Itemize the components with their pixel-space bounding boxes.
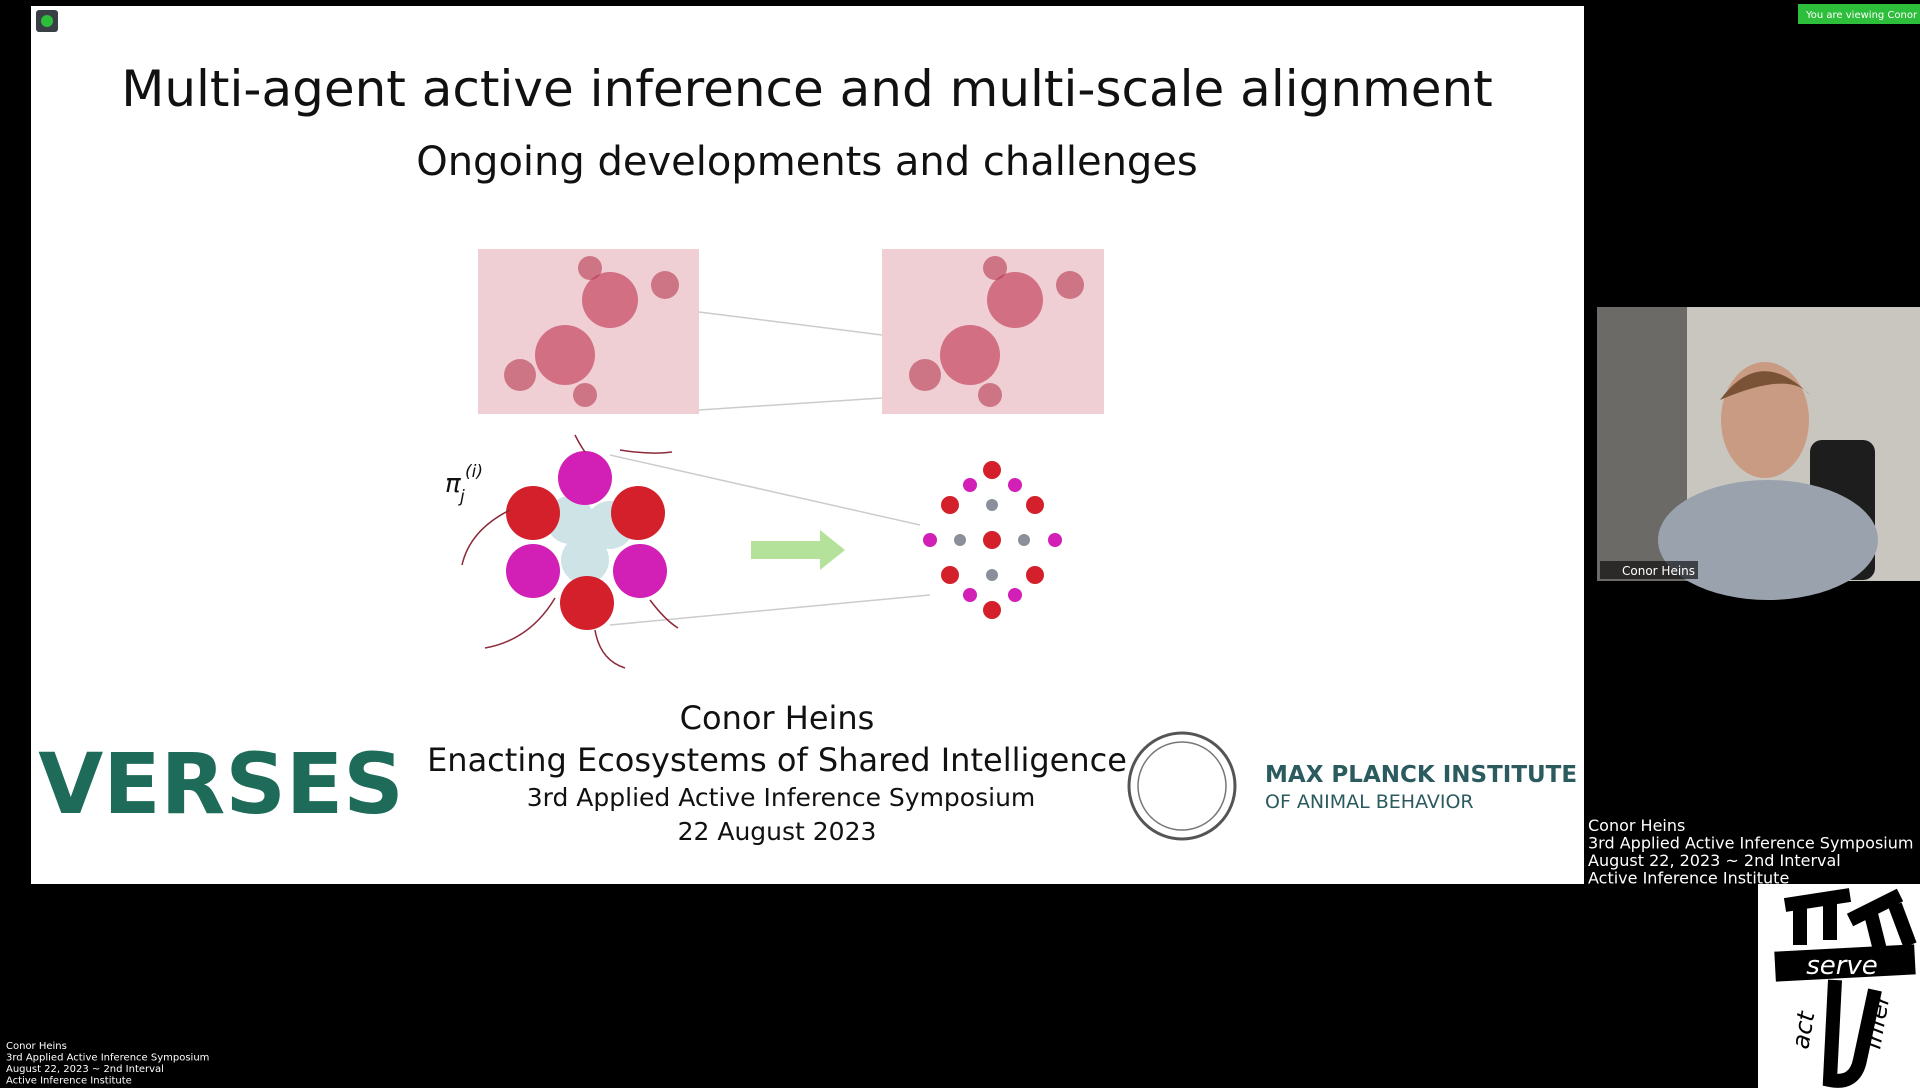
arrow [751, 530, 845, 570]
slide-title: Multi-agent active inference and multi-s… [121, 60, 1493, 118]
right-caption-line: August 22, 2023 ~ 2nd Interval [1588, 851, 1841, 870]
name-tag: Conor Heins [1622, 564, 1695, 578]
right-caption-line: 3rd Applied Active Inference Symposium [1588, 834, 1913, 853]
logo-act: act [1786, 1008, 1820, 1051]
slide [31, 6, 1584, 884]
mpi-subtitle: OF ANIMAL BEHAVIOR [1265, 791, 1474, 813]
crystal [922, 461, 1062, 619]
mpi-name: MAX PLANCK INSTITUTE [1265, 762, 1577, 788]
bottom-caption-line: August 22, 2023 ~ 2nd Interval [6, 1064, 164, 1075]
verses-logo: VERSES [38, 735, 403, 833]
speaker-name: Conor Heins [680, 699, 875, 737]
slide-subtitle: Ongoing developments and challenges [416, 139, 1198, 185]
mpi-emblem-inner [1137, 741, 1227, 831]
connector-lines [609, 311, 931, 626]
bottom-caption-line: Conor Heins [6, 1041, 67, 1052]
math-subscript: j [458, 487, 465, 507]
bottom-caption-line: 3rd Applied Active Inference Symposium [6, 1053, 209, 1064]
talk-title: Enacting Ecosystems of Shared Intelligen… [427, 741, 1127, 779]
share-icon-dot [41, 15, 53, 27]
mpi-emblem [1127, 731, 1237, 841]
event-date: 22 August 2023 [678, 817, 877, 846]
viewing-banner-text: You are viewing Conor ' [1805, 10, 1920, 21]
logo-serve: serve [1806, 951, 1878, 981]
event-name: 3rd Applied Active Inference Symposium [527, 783, 1036, 812]
viewing-banner [1798, 4, 1920, 24]
math-superscript: (i) [465, 462, 483, 482]
fractal-left [478, 249, 699, 414]
fractal-right [882, 249, 1104, 414]
serve-band [1774, 944, 1916, 982]
pi-glyphs [1783, 888, 1917, 1088]
bottom-caption-line: Active Inference Institute [6, 1076, 132, 1087]
video-tile[interactable] [1597, 307, 1920, 600]
agent-cluster [461, 434, 679, 669]
name-tag-bg [1600, 561, 1698, 579]
right-caption-line: Conor Heins [1588, 816, 1685, 835]
right-caption-line: Active Inference Institute [1588, 869, 1789, 888]
math-symbol: π [445, 469, 461, 499]
